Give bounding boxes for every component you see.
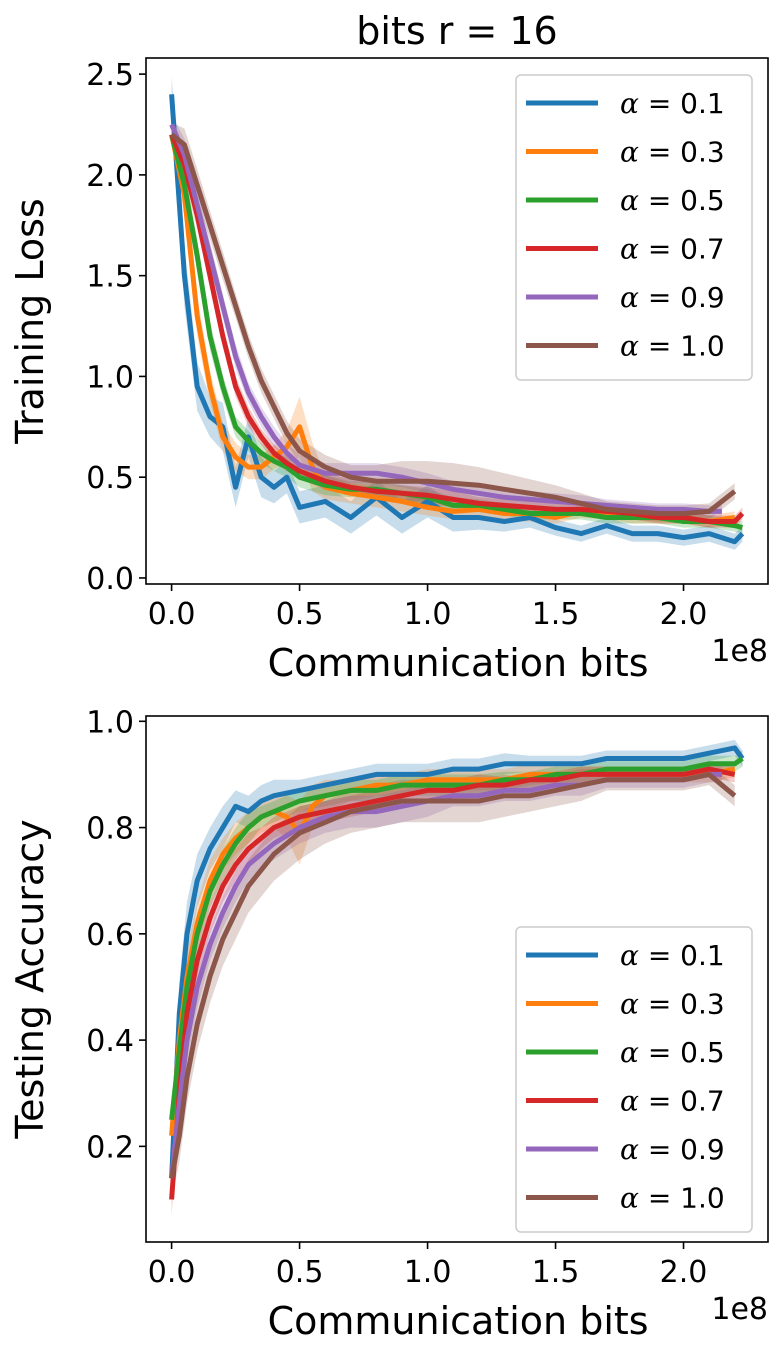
testing-accuracy-plot-area: [169, 739, 745, 1216]
training-loss-xtick-label-4: 2.0: [660, 597, 708, 632]
testing-accuracy-xtick-label-2: 1.0: [404, 1255, 452, 1290]
training-loss-series-line-1: [169, 134, 736, 524]
training-loss-xtick-label-0: 0.0: [148, 597, 196, 632]
training-loss-xtick-label-1: 0.5: [276, 597, 324, 632]
testing-accuracy-xtick-label-3: 1.5: [532, 1255, 580, 1290]
testing-accuracy-legend-label-4: α = 0.9: [620, 1133, 725, 1166]
testing-accuracy-series-line-0: [169, 745, 745, 1179]
testing-accuracy-legend-label-0: α = 0.1: [620, 939, 725, 972]
training-loss-x-exponent: 1e8: [711, 634, 768, 669]
testing-accuracy-ytick-label-2: 0.6: [86, 918, 134, 953]
training-loss-xtick-label-3: 1.5: [532, 597, 580, 632]
testing-accuracy-x-exponent: 1e8: [711, 1292, 768, 1327]
training-loss-xtick-label-2: 1.0: [404, 597, 452, 632]
training-loss-legend-label-1: α = 0.3: [620, 136, 725, 169]
training-loss-series-line-5: [170, 132, 737, 516]
training-loss-series-line-0: [169, 94, 745, 545]
testing-accuracy-panel: 0.0 0.5 1.0 1.5 2.0 0.2 0.4 0.6 0.8 1.0 Communicat…: [8, 705, 769, 1343]
testing-accuracy-axes-frame: [145, 715, 769, 1243]
testing-accuracy-series-line-2: [169, 756, 744, 1121]
training-loss-ylabel: Training Loss: [8, 198, 52, 444]
training-loss-series-line-3: [169, 133, 745, 524]
training-loss-legend-label-3: α = 0.7: [620, 233, 725, 266]
testing-accuracy-legend-label-2: α = 0.5: [620, 1036, 725, 1069]
testing-accuracy-ytick-label-1: 0.4: [86, 1024, 134, 1059]
training-loss-plot-area: [169, 76, 745, 550]
training-loss-legend-label-0: α = 0.1: [620, 87, 725, 120]
testing-accuracy-series-line-5: [169, 771, 737, 1179]
testing-accuracy-ylabel: Testing Accuracy: [8, 819, 52, 1139]
training-loss-legend: α = 0.1 α = 0.3 α = 0.5 α = 0.7 α = 0.9 α = 1…: [515, 74, 753, 381]
training-loss-xlabel: Communication bits: [268, 641, 649, 685]
training-loss-panel: 0.0 0.5 1.0 1.5 2.0 0.0 0.5 1.0 1.5 2.0 2.5 Communi…: [8, 57, 769, 685]
testing-accuracy-xlabel: Communication bits: [268, 1299, 649, 1343]
training-loss-ytick-label-5: 2.5: [86, 58, 134, 93]
training-loss-legend-label-5: α = 1.0: [620, 330, 725, 363]
testing-accuracy-xtick-label-4: 2.0: [660, 1255, 708, 1290]
testing-accuracy-legend-label-1: α = 0.3: [620, 988, 725, 1021]
training-loss-ytick-label-2: 1.0: [86, 360, 134, 395]
training-loss-legend-label-4: α = 0.9: [620, 281, 725, 314]
training-loss-ytick-label-4: 2.0: [86, 159, 134, 194]
testing-accuracy-xtick-label-0: 0.0: [148, 1255, 196, 1290]
training-loss-axes-frame: [145, 57, 769, 585]
testing-accuracy-ytick-label-4: 1.0: [86, 705, 134, 740]
testing-accuracy-legend: α = 0.1 α = 0.3 α = 0.5 α = 0.7 α = 0.9 α = 1…: [515, 926, 753, 1233]
testing-accuracy-series-line-3: [169, 766, 736, 1200]
training-loss-ytick-label-0: 0.0: [86, 562, 134, 597]
training-loss-ytick-label-3: 1.5: [86, 260, 134, 295]
training-loss-series-line-4: [169, 123, 722, 514]
training-loss-ytick-label-1: 0.5: [86, 461, 134, 496]
training-loss-legend-label-2: α = 0.5: [620, 184, 725, 217]
testing-accuracy-ytick-label-0: 0.2: [86, 1130, 134, 1165]
testing-accuracy-legend-label-3: α = 0.7: [620, 1085, 725, 1118]
testing-accuracy-legend-label-5: α = 1.0: [620, 1182, 725, 1215]
figure-title: bits r = 16: [356, 9, 557, 53]
testing-accuracy-xtick-label-1: 0.5: [276, 1255, 324, 1290]
testing-accuracy-ytick-label-3: 0.8: [86, 812, 134, 847]
